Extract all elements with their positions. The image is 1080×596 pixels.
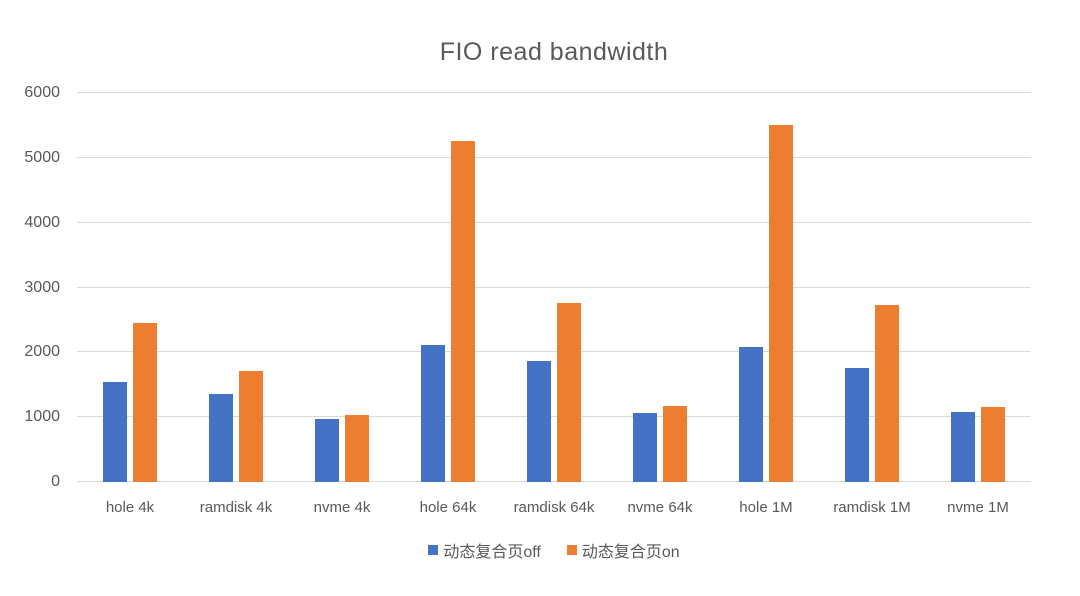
bar-hole-64k-动态复合页on [450,140,475,482]
y-axis: 0 1000 2000 3000 4000 5000 6000 [0,84,60,490]
x-axis-label-hole-4k: hole 4k [105,499,155,516]
y-axis-label-1000: 1000 [24,408,60,426]
x-axis-label-nvme-64k: nvme 64k [627,499,693,516]
gridline-2000 [77,351,1031,353]
bar-group-ramdisk-1M [819,93,925,482]
bar-group-ramdisk-4k [183,93,289,482]
bar-group-nvme-1M [925,93,1031,482]
bar-nvme-4k-动态复合页on [345,414,369,482]
legend-label: 动态复合页off [443,544,541,561]
gridline-0 [77,481,1031,482]
bar-nvme-64k-动态复合页off [633,412,657,482]
legend-item-动态复合页on: 动态复合页on [566,538,680,562]
bar-group-hole-4k [77,93,183,482]
legend-item-动态复合页off: 动态复合页off [428,538,541,562]
bar-hole-4k-动态复合页on [133,322,157,482]
x-axis-label-ramdisk-64k: ramdisk 64k [513,499,595,516]
bar-ramdisk-64k-动态复合页on [557,303,581,482]
legend-swatch-icon [566,545,577,555]
bar-nvme-4k-动态复合页off [315,419,339,482]
bar-ramdisk-1M-动态复合页on [875,305,899,482]
bar-ramdisk-4k-动态复合页off [209,393,233,482]
x-axis-label-nvme-1M: nvme 1M [947,499,1009,516]
gridline-1000 [77,416,1031,418]
gridline-3000 [77,286,1031,288]
bar-ramdisk-64k-动态复合页off [527,361,551,482]
bar-hole-1M-动态复合页on [768,125,793,482]
bar-group-hole-64k [395,93,501,482]
bar-nvme-1M-动态复合页on [981,406,1005,482]
y-axis-label-3000: 3000 [24,278,60,296]
x-axis-label-nvme-4k: nvme 4k [313,499,371,516]
bar-ramdisk-4k-动态复合页on [239,370,263,482]
bar-group-hole-1M [713,93,819,482]
bar-group-nvme-64k [607,93,713,482]
gridline-4000 [77,221,1031,223]
bar-group-nvme-4k [289,93,395,482]
x-axis-label-hole-1M: hole 1M [739,499,793,516]
y-axis-label-2000: 2000 [24,343,60,361]
legend-swatch-icon [428,545,439,555]
gridline-5000 [77,156,1031,158]
x-axis-label-ramdisk-4k: ramdisk 4k [199,499,273,516]
y-axis-label-6000: 6000 [24,84,60,101]
bar-nvme-1M-动态复合页off [951,411,975,482]
plot-area [77,92,1031,482]
bar-hole-4k-动态复合页off [103,381,127,482]
y-axis-label-0: 0 [51,473,60,490]
bar-group-ramdisk-64k [501,93,607,482]
legend-label: 动态复合页on [581,544,680,561]
bar-hole-1M-动态复合页off [738,347,763,482]
chart-title: FIO read bandwidth [439,38,669,66]
gridline-6000 [77,92,1031,93]
x-axis-label-hole-64k: hole 64k [419,499,477,516]
x-axis-label-ramdisk-1M: ramdisk 1M [833,499,911,516]
bar-nvme-64k-动态复合页on [663,405,687,482]
bar-ramdisk-1M-动态复合页off [845,367,869,482]
y-axis-label-5000: 5000 [24,148,60,166]
x-axis: hole 4k ramdisk 4k nvme 4k hole 64k ramdisk … [77,497,1031,519]
legend: 动态复合页off 动态复合页on [77,538,1031,562]
y-axis-label-4000: 4000 [24,213,60,231]
bar-hole-64k-动态复合页off [420,345,445,482]
